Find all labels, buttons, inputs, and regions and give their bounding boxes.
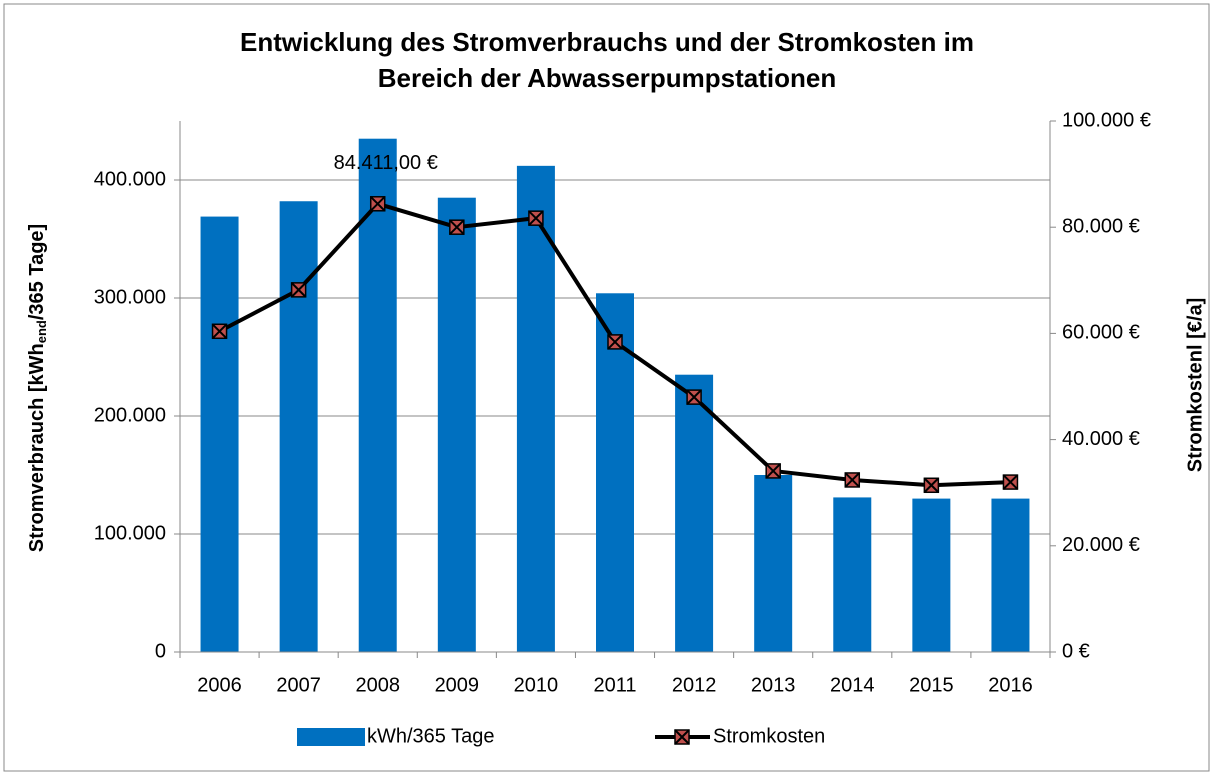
chart-title: Entwicklung des Stromverbrauchs und der …	[240, 27, 974, 57]
marker	[686, 389, 702, 405]
y2-axis-label: Stromkostenl [€/a]	[1184, 298, 1206, 472]
y-label-part: /365 Tage]	[26, 224, 48, 320]
marker	[765, 463, 781, 479]
legend-label: Stromkosten	[713, 725, 825, 747]
y-tick-label: 100.000	[94, 522, 166, 544]
y-label-sub: end	[34, 320, 49, 343]
x-tick-label: 2011	[593, 674, 636, 696]
marker-part	[674, 729, 690, 745]
marker-part	[923, 477, 940, 493]
chart-title: Bereich der Abwasserpumpstationen	[378, 63, 837, 93]
y2-tick-label: 0 €	[1062, 640, 1090, 662]
legend-swatch	[297, 728, 365, 746]
x-tick-label: 2007	[276, 674, 321, 696]
y2-tick-label: 80.000 €	[1062, 215, 1140, 237]
legend-label: kWh/365 Tage	[367, 725, 495, 747]
marker	[1002, 474, 1019, 490]
marker-part	[211, 323, 228, 339]
x-tick-label: 2006	[197, 674, 242, 696]
marker	[607, 334, 623, 350]
y-tick-label: 0	[155, 640, 166, 662]
x-tick-label: 2015	[909, 674, 954, 696]
bar	[358, 138, 397, 652]
marker-part	[449, 219, 465, 235]
marker	[449, 219, 465, 235]
x-tick-label: 2008	[355, 674, 400, 696]
bar	[833, 497, 872, 652]
y2-tick-label: 40.000 €	[1062, 428, 1140, 450]
y-label-part: Stromverbrauch [kWh	[26, 343, 48, 552]
legend-marker	[674, 729, 690, 745]
marker-part	[1002, 474, 1019, 490]
y-tick-label: 200.000	[94, 404, 166, 426]
marker	[369, 196, 386, 212]
bar	[991, 498, 1030, 652]
bar	[675, 374, 714, 652]
marker-part	[607, 334, 623, 350]
x-tick-label: 2016	[988, 674, 1033, 696]
y2-tick-label: 20.000 €	[1062, 534, 1140, 556]
marker-part	[370, 196, 386, 212]
marker-part	[844, 472, 860, 488]
marker	[211, 323, 228, 340]
y-tick-label: 300.000	[94, 286, 166, 308]
marker	[844, 472, 861, 488]
bar	[754, 475, 793, 652]
bar	[437, 197, 476, 652]
bar	[912, 498, 951, 652]
marker-part	[528, 210, 544, 226]
x-tick-label: 2009	[435, 674, 480, 696]
data-label: 84.411,00 €	[334, 152, 438, 174]
bar	[200, 216, 239, 652]
y-axis-label: Stromverbrauch [kWhend/365 Tage]	[26, 224, 49, 552]
marker	[923, 477, 940, 494]
marker	[290, 282, 307, 298]
y2-tick-label: 60.000 €	[1062, 322, 1140, 344]
marker	[528, 210, 544, 226]
y-tick-label: 400.000	[94, 168, 166, 190]
x-tick-label: 2014	[830, 674, 875, 696]
x-tick-label: 2012	[672, 674, 717, 696]
bar	[279, 201, 318, 653]
bar	[516, 165, 555, 652]
y2-tick-label: 100.000 €	[1062, 109, 1151, 131]
marker-part	[290, 282, 307, 298]
marker-part	[686, 389, 702, 405]
marker-part	[765, 463, 781, 479]
x-tick-label: 2013	[751, 674, 796, 696]
x-tick-label: 2010	[514, 674, 559, 696]
